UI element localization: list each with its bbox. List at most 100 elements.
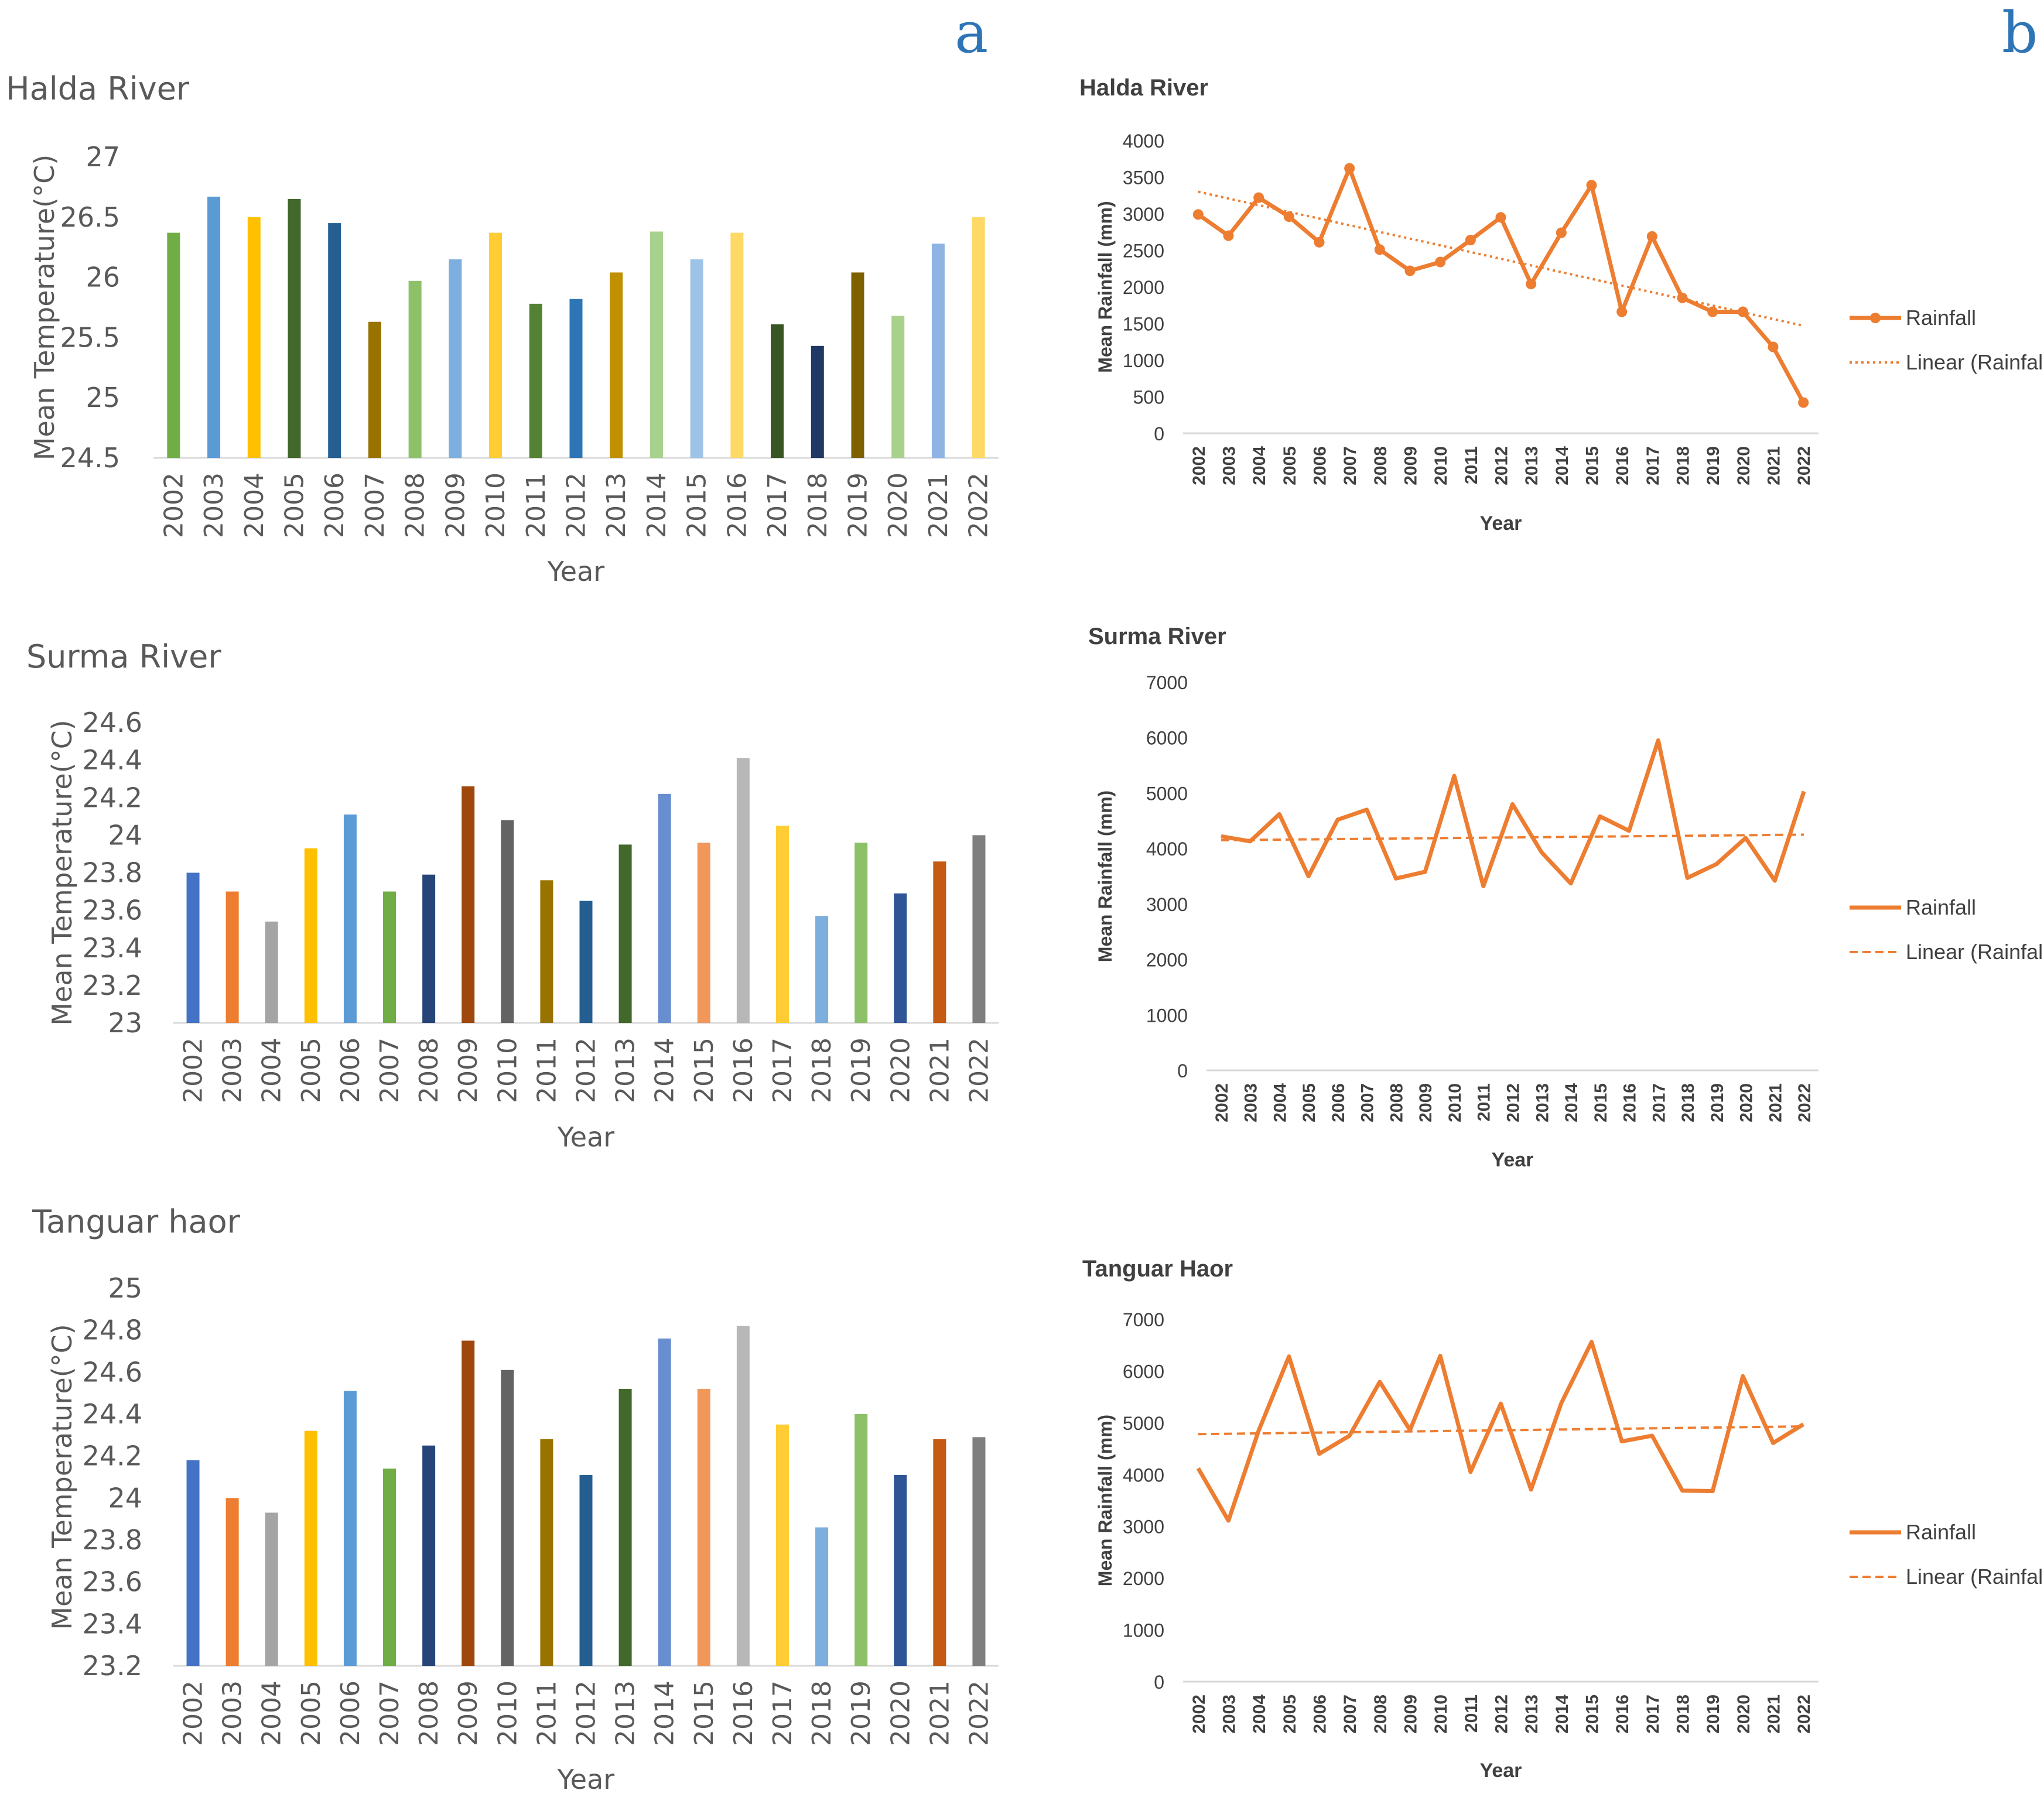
y-tick-label: 24.6 xyxy=(83,1356,142,1388)
bar-2020 xyxy=(891,316,905,458)
x-tick-label: 2013 xyxy=(601,473,631,538)
chart-title: Halda River xyxy=(6,70,190,107)
x-tick-label: 2013 xyxy=(1522,1695,1541,1734)
rainfall-point-2011 xyxy=(1465,235,1476,245)
temperature-chart-1: Halda River 24.5 25 25.5 26 26.5 27 2002 2003 200… xyxy=(6,70,999,587)
rainfall-point-2016 xyxy=(1616,306,1628,317)
x-tick-label: 2018 xyxy=(807,1680,837,1746)
bar-2016 xyxy=(736,1326,750,1666)
x-tick-label: 2003 xyxy=(1220,446,1239,485)
y-tick-label: 23 xyxy=(108,1007,142,1039)
bar-2002 xyxy=(186,872,200,1023)
x-tick-label: 2002 xyxy=(159,473,189,538)
bar-2012 xyxy=(579,901,593,1023)
y-tick-label: 1500 xyxy=(1123,314,1164,335)
bar-2021 xyxy=(933,1439,946,1666)
y-tick-label: 24.6 xyxy=(83,707,142,738)
rainfall-point-2002 xyxy=(1192,209,1204,220)
y-axis-label: Mean Temperature(°C) xyxy=(46,720,78,1025)
y-axis-label: Mean Rainfall (mm) xyxy=(1095,1415,1116,1586)
x-tick-label: 2008 xyxy=(401,473,430,538)
y-tick-label: 23.8 xyxy=(83,1524,142,1556)
bar-2020 xyxy=(894,1474,907,1666)
y-tick-label: 1000 xyxy=(1123,1620,1164,1641)
legend: Rainfall Linear (Rainfall) xyxy=(1850,306,2044,374)
x-tick-label: 2007 xyxy=(360,473,390,538)
x-tick-label: 2008 xyxy=(414,1038,444,1103)
x-tick-label: 2014 xyxy=(1553,1695,1572,1734)
chart-title: Halda River xyxy=(1079,75,1208,101)
x-tick-label: 2019 xyxy=(843,473,873,538)
x-tick-label: 2019 xyxy=(1704,1695,1723,1734)
x-tick-label: 2009 xyxy=(1402,446,1421,485)
x-tick-label: 2022 xyxy=(1795,1083,1814,1122)
legend: Rainfall Linear (Rainfall) xyxy=(1850,1520,2044,1589)
x-tick-label: 2010 xyxy=(493,1680,522,1746)
y-tick-label: 26.5 xyxy=(60,201,120,233)
x-tick-label: 2016 xyxy=(1613,446,1632,485)
y-tick-label: 3000 xyxy=(1146,894,1188,915)
bar-2011 xyxy=(529,303,542,458)
y-tick-label: 500 xyxy=(1133,387,1164,408)
x-tick-label: 2018 xyxy=(1674,446,1693,485)
y-tick-label: 6000 xyxy=(1146,728,1188,749)
chart-title: Tanguar haor xyxy=(32,1203,241,1240)
x-axis-label: Year xyxy=(547,556,604,587)
legend-rainfall-marker xyxy=(1870,313,1881,323)
x-tick-label: 2019 xyxy=(846,1038,876,1103)
bar-2007 xyxy=(368,321,381,458)
x-tick-label: 2018 xyxy=(1679,1083,1698,1122)
x-tick-label: 2022 xyxy=(964,1680,994,1746)
y-tick-label: 5000 xyxy=(1146,783,1188,804)
x-tick-label: 2003 xyxy=(1220,1695,1239,1734)
x-tick-label: 2014 xyxy=(1562,1083,1581,1122)
y-tick-label: 2000 xyxy=(1123,1568,1164,1589)
bar-2016 xyxy=(730,232,744,458)
x-tick-label: 2010 xyxy=(481,473,511,538)
x-tick-label: 2017 xyxy=(1649,1083,1669,1122)
bar-2012 xyxy=(579,1474,593,1666)
x-tick-label: 2009 xyxy=(1402,1695,1421,1734)
x-tick-label: 2006 xyxy=(1329,1083,1348,1122)
x-tick-label: 2006 xyxy=(320,473,350,538)
bar-2009 xyxy=(449,259,462,458)
bar-2004 xyxy=(247,217,261,458)
x-tick-label: 2016 xyxy=(1613,1695,1632,1734)
y-tick-label: 24.2 xyxy=(83,1440,142,1472)
bar-2019 xyxy=(854,1414,868,1666)
y-tick-label: 24.8 xyxy=(83,1315,142,1346)
bar-2022 xyxy=(972,217,985,458)
x-tick-label: 2017 xyxy=(763,473,792,538)
bar-2003 xyxy=(225,1498,239,1666)
y-axis-label: Mean Rainfall (mm) xyxy=(1095,201,1116,372)
bar-2014 xyxy=(658,793,671,1023)
x-tick-label: 2011 xyxy=(521,473,551,538)
x-tick-label: 2009 xyxy=(453,1680,483,1746)
x-tick-label: 2013 xyxy=(611,1038,641,1103)
rainfall-point-2010 xyxy=(1435,256,1446,268)
x-tick-label: 2004 xyxy=(257,1680,287,1746)
x-tick-label: 2002 xyxy=(1212,1083,1232,1122)
y-tick-label: 4000 xyxy=(1123,131,1164,152)
x-tick-label: 2005 xyxy=(296,1680,326,1746)
legend-rainfall-label: Rainfall xyxy=(1906,1520,1976,1544)
x-tick-label: 2006 xyxy=(336,1680,365,1746)
y-tick-label: 24.4 xyxy=(83,744,142,776)
x-tick-label: 2007 xyxy=(1341,1695,1360,1734)
y-tick-label: 25 xyxy=(108,1272,142,1304)
x-tick-label: 2019 xyxy=(1708,1083,1727,1122)
y-tick-label: 23.6 xyxy=(83,1566,142,1598)
panel-label-b: b xyxy=(2002,0,2038,66)
x-tick-label: 2020 xyxy=(883,473,913,538)
x-tick-label: 2014 xyxy=(1553,446,1572,485)
x-axis-label: Year xyxy=(1480,512,1522,535)
y-tick-label: 2000 xyxy=(1146,950,1188,971)
x-tick-label: 2017 xyxy=(768,1680,798,1746)
x-tick-label: 2012 xyxy=(572,1038,601,1103)
rainfall-series-line xyxy=(1196,1340,1805,1523)
y-tick-label: 3500 xyxy=(1123,167,1164,189)
x-tick-label: 2005 xyxy=(280,473,310,538)
y-tick-label: 25 xyxy=(86,382,120,413)
x-tick-label: 2022 xyxy=(1795,446,1814,485)
x-tick-label: 2002 xyxy=(179,1038,208,1103)
